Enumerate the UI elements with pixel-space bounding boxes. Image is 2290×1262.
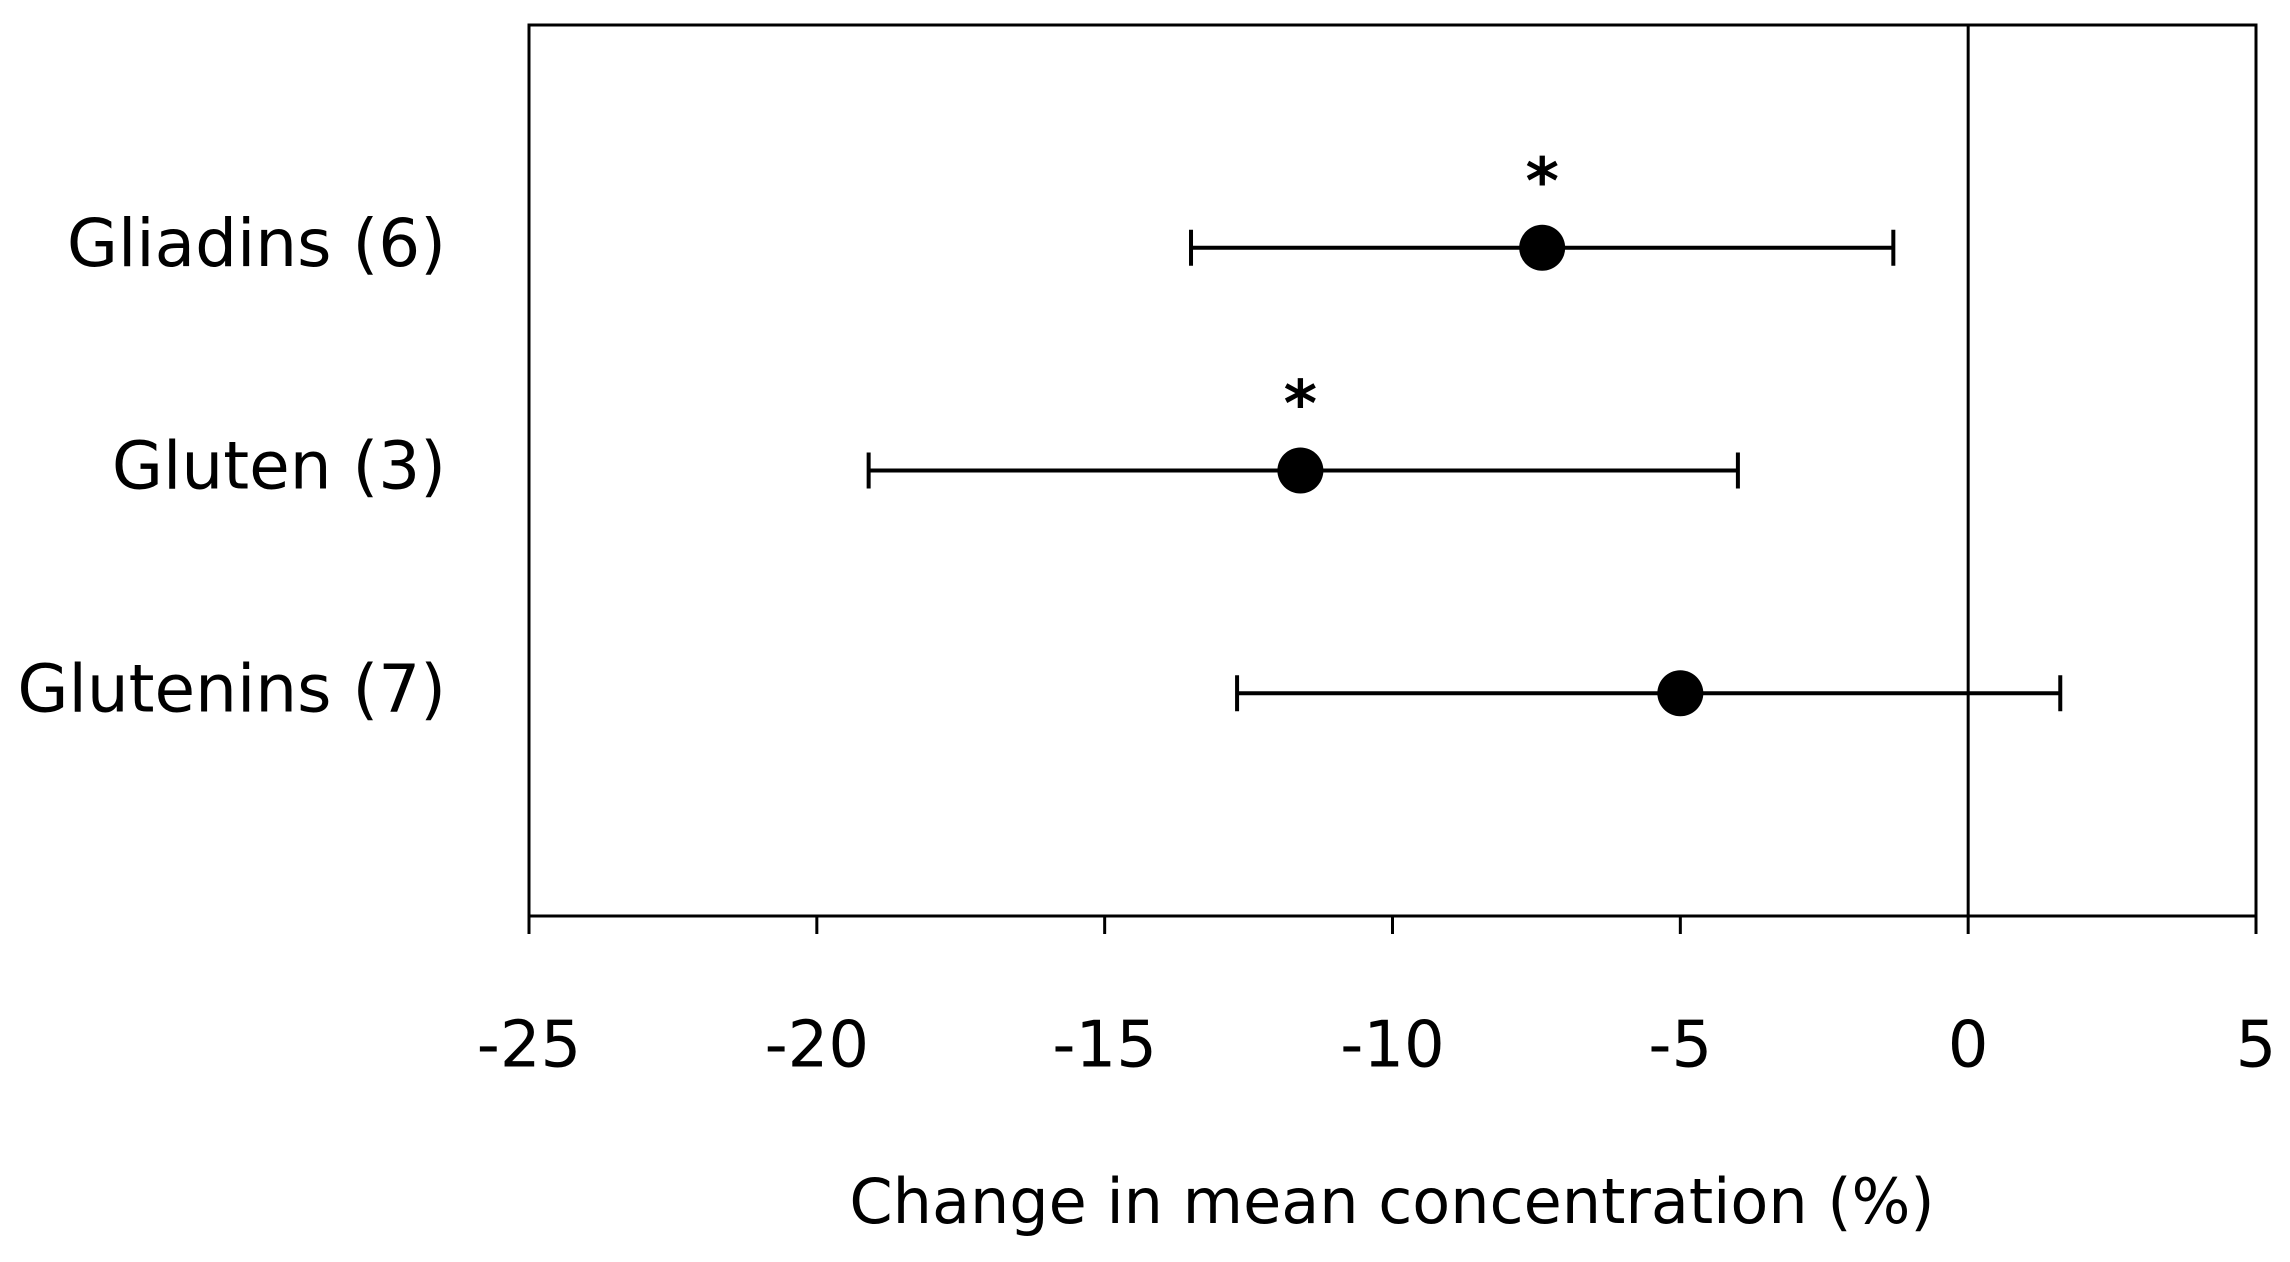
x-tick-label: -25 <box>477 1009 582 1083</box>
plot-frame <box>527 23 2258 916</box>
x-tick-label: -10 <box>1340 1009 1445 1083</box>
significance-marker: * <box>1525 145 1558 219</box>
x-tick-label: -20 <box>765 1009 870 1083</box>
x-tick-label: -5 <box>1648 1009 1712 1083</box>
significance-marker: * <box>1284 368 1317 442</box>
point <box>1519 224 1566 271</box>
x-tick-label: 5 <box>2236 1009 2277 1083</box>
point <box>1277 447 1324 494</box>
x-axis-title: Change in mean concentration (%) <box>849 1165 1934 1238</box>
x-tick-label: -15 <box>1052 1009 1157 1083</box>
y-tick-label: Gluten (3) <box>112 428 446 505</box>
x-tick-label: 0 <box>1948 1009 1989 1083</box>
y-tick-label: Gliadins (6) <box>67 205 446 282</box>
y-tick-label: Glutenins (7) <box>17 650 446 727</box>
point <box>1657 670 1704 717</box>
